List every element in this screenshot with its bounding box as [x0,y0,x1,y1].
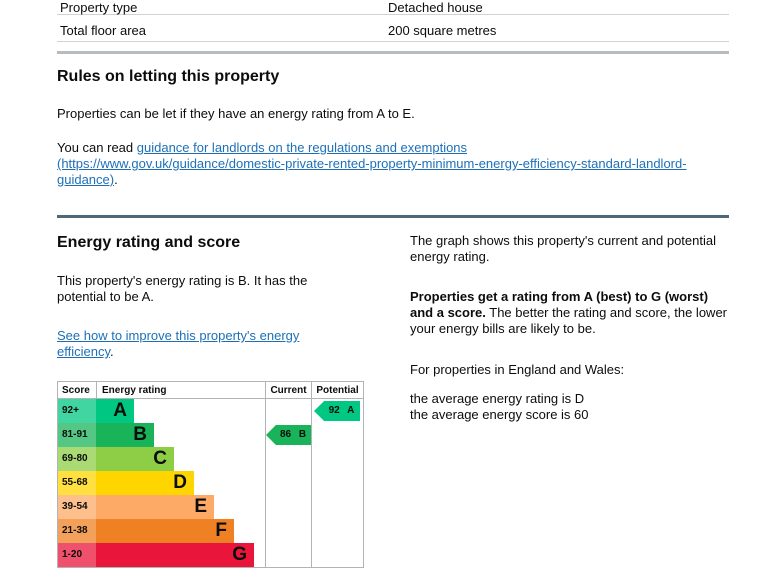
section-divider [57,215,729,218]
property-type-label: Property type [60,0,138,15]
table-row: Property type Detached house [57,0,729,15]
rating-explanation-bold: Properties get a rating from A (best) to… [410,289,709,320]
potential-column-cell [311,543,363,567]
current-column-cell [265,423,311,447]
band-score-range: 81-91 [58,423,96,447]
potential-column-cell [311,399,363,423]
epc-band-row-b: 81-91 B [58,423,363,447]
current-column-cell [265,543,311,567]
band-bar-g: G [96,543,254,567]
epc-band-row-a: 92+ A [58,399,363,423]
band-score-range: 69-80 [58,447,96,471]
landlord-guidance-link[interactable]: guidance for landlords on the regulation… [57,140,687,187]
epc-rating-chart: Score Energy rating Current Potential 92… [57,381,364,568]
epc-chart-header: Score Energy rating Current Potential [58,382,363,399]
rating-explanation: Properties get a rating from A (best) to… [410,289,729,337]
rules-heading: Rules on letting this property [57,68,280,85]
average-score-line: the average energy score is 60 [410,407,589,422]
improve-paragraph-suffix: . [110,344,114,359]
band-score-range: 55-68 [58,471,96,495]
band-bar-a: A [96,399,134,423]
epc-band-row-g: 1-20 G [58,543,363,567]
band-bar-d: D [96,471,194,495]
epc-band-row-d: 55-68 D [58,471,363,495]
band-bar-c: C [96,447,174,471]
current-column-cell [265,471,311,495]
improve-efficiency-link[interactable]: See how to improve this property's energ… [57,328,300,359]
band-bar-cell: C [96,447,265,471]
band-bar-cell: F [96,519,265,543]
band-bar-b: B [96,423,154,447]
current-column-cell [265,519,311,543]
current-column-cell [265,495,311,519]
averages-intro: For properties in England and Wales: [410,362,625,377]
energy-rating-column-header: Energy rating [96,382,265,398]
epc-band-row-f: 21-38 F [58,519,363,543]
floor-area-label: Total floor area [60,23,146,38]
band-bar-e: E [96,495,214,519]
band-score-range: 21-38 [58,519,96,543]
graph-description: The graph shows this property's current … [410,233,716,264]
potential-rating-arrow: 92 A [314,401,360,421]
rules-paragraph: You can read guidance for landlords on t… [57,140,697,188]
band-bar-cell: B [96,423,265,447]
current-rating-arrow: 86 B [266,425,311,445]
potential-column-cell [311,495,363,519]
potential-column-header: Potential [311,382,363,398]
rules-paragraph-prefix: You can read [57,140,137,155]
energy-heading: Energy rating and score [57,234,241,251]
potential-column-cell [311,423,363,447]
current-column-header: Current [265,382,311,398]
band-bar-cell: E [96,495,265,519]
band-score-range: 1-20 [58,543,96,567]
rules-paragraph: Properties can be let if they have an en… [57,106,415,121]
floor-area-value: 200 square metres [388,23,497,38]
rules-paragraph-suffix: . [114,172,118,187]
band-bar-cell: D [96,471,265,495]
current-column-cell [265,399,311,423]
improve-paragraph: See how to improve this property's energ… [57,328,351,360]
score-column-header: Score [62,384,90,396]
band-bar-f: F [96,519,234,543]
band-bar-cell: A [96,399,265,423]
energy-right-column: The graph shows this property's current … [410,233,729,568]
rating-explanation-rest: The better the rating and score, the low… [410,305,727,336]
energy-rating-section: Energy rating and score This property's … [57,233,729,568]
property-type-value: Detached house [388,0,483,15]
energy-intro: This property's energy rating is B. It h… [57,273,308,304]
potential-column-cell [311,447,363,471]
average-rating-line: the average energy rating is D [410,391,585,406]
epc-rows: 92+ A 81-91 B 69-80 C 55-68 D 39-54 E 21-38 F 1-20 G [58,399,363,567]
table-row: Total floor area 200 square metres [57,15,729,42]
section-divider [57,51,729,54]
current-column-cell [265,447,311,471]
energy-left-column: Energy rating and score This property's … [57,233,409,568]
potential-column-cell [311,519,363,543]
band-score-range: 92+ [58,399,96,423]
property-table: Property type Detached house Total floor… [57,0,729,42]
band-bar-cell: G [96,543,265,567]
potential-column-cell [311,471,363,495]
epc-band-row-e: 39-54 E [58,495,363,519]
epc-band-row-c: 69-80 C [58,447,363,471]
band-score-range: 39-54 [58,495,96,519]
